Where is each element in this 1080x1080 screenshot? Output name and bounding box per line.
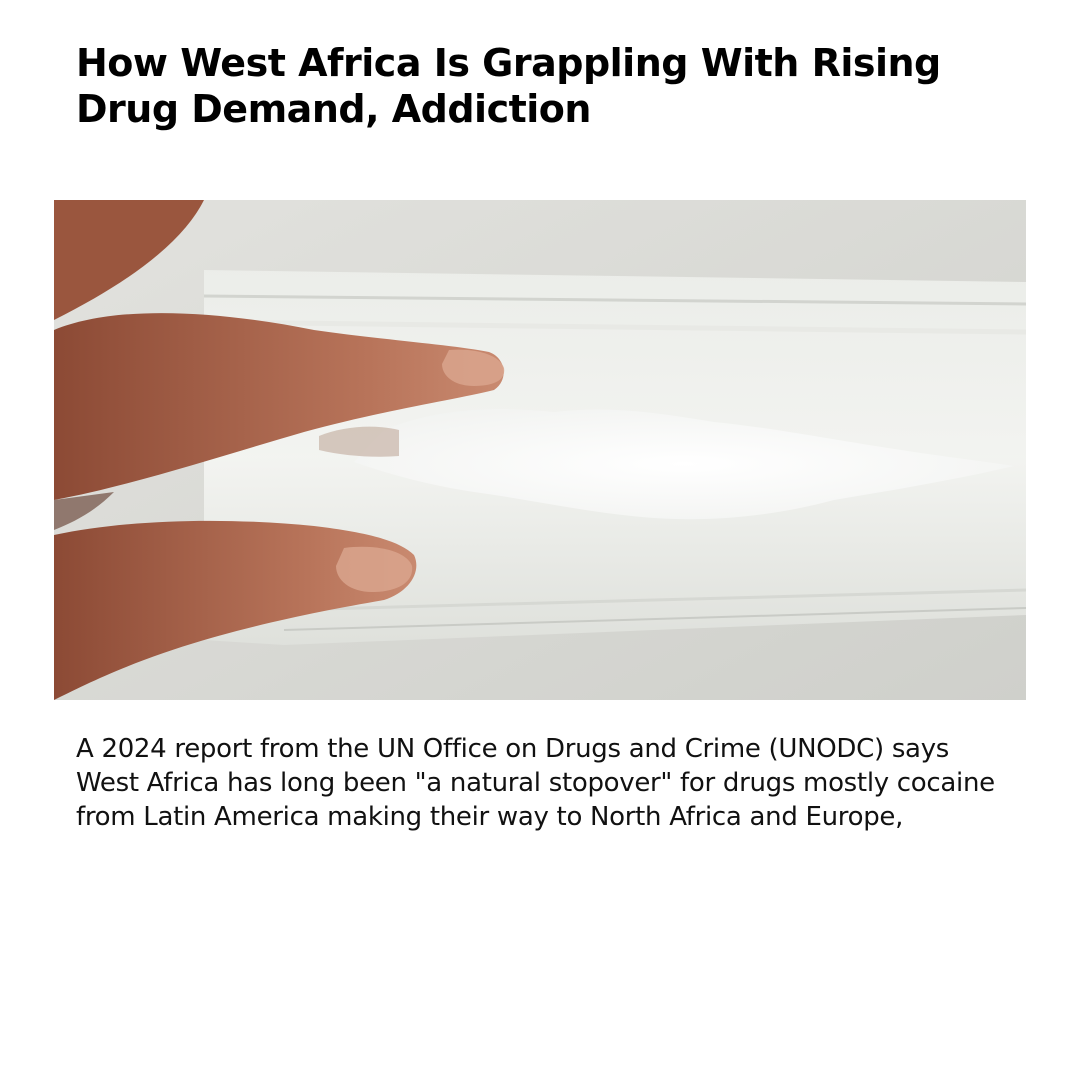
- finger-shadow: [54, 492, 114, 530]
- white-powder: [354, 409, 1014, 520]
- lower-fingernail: [336, 546, 413, 592]
- article-photo: [54, 200, 1026, 700]
- powder-residue: [319, 426, 399, 457]
- bag-fold-line: [203, 319, 1026, 335]
- bag-fold-line: [283, 588, 1026, 612]
- upper-finger: [54, 313, 504, 500]
- bag-fold-line: [283, 607, 1026, 631]
- article-body: A 2024 report from the UN Office on Drug…: [76, 734, 995, 832]
- hand-palm: [54, 200, 204, 320]
- article-headline: How West Africa Is Grappling With Rising…: [76, 41, 941, 131]
- upper-fingernail: [442, 349, 505, 386]
- powder-bag-illustration: [54, 200, 1026, 700]
- lower-finger: [54, 520, 417, 700]
- bag-fold-line: [203, 294, 1026, 306]
